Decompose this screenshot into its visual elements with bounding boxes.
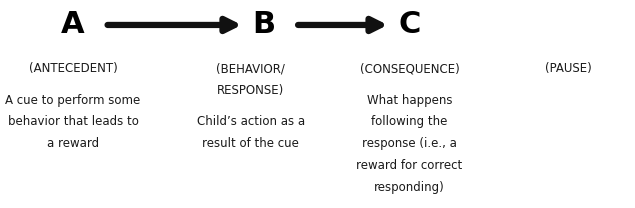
Text: reward for correct: reward for correct bbox=[356, 159, 463, 172]
Text: B: B bbox=[252, 10, 275, 40]
Text: C: C bbox=[398, 10, 421, 40]
Text: response (i.e., a: response (i.e., a bbox=[362, 137, 457, 150]
Text: A: A bbox=[61, 10, 85, 40]
Text: behavior that leads to: behavior that leads to bbox=[8, 115, 138, 129]
Text: result of the cue: result of the cue bbox=[203, 137, 299, 150]
Text: What happens: What happens bbox=[367, 94, 452, 106]
Text: Child’s action as a: Child’s action as a bbox=[197, 115, 305, 128]
Text: responding): responding) bbox=[374, 181, 445, 194]
Text: (BEHAVIOR/: (BEHAVIOR/ bbox=[217, 62, 285, 76]
Text: following the: following the bbox=[371, 115, 448, 129]
Text: (CONSEQUENCE): (CONSEQUENCE) bbox=[359, 62, 460, 76]
Text: RESPONSE): RESPONSE) bbox=[217, 84, 284, 97]
Text: A cue to perform some: A cue to perform some bbox=[6, 94, 140, 106]
Text: (PAUSE): (PAUSE) bbox=[545, 62, 592, 76]
Text: (ANTECEDENT): (ANTECEDENT) bbox=[29, 62, 117, 76]
Text: a reward: a reward bbox=[47, 137, 99, 150]
